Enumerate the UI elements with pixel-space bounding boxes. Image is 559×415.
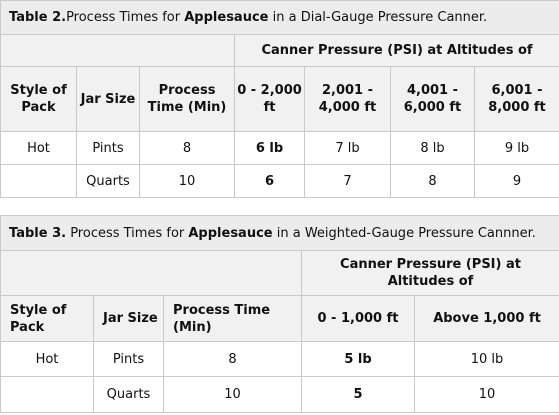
table-cell (0, 164, 77, 198)
table-cell: 8 (139, 131, 235, 165)
table-cell: 7 (304, 164, 391, 198)
table-2-caption-subject: Applesauce (184, 10, 269, 25)
table-cell: Quarts (76, 164, 140, 198)
table-2-col-alt-3: 4,001 - 6,000 ft (390, 66, 475, 132)
table-row: Hot Pints 8 5 lb 10 lb (0, 341, 559, 377)
table-3-header-spacer (0, 250, 302, 296)
table-2-col-alt-2: 2,001 - 4,000 ft (304, 66, 391, 132)
table-2-header-spacer (0, 34, 235, 67)
table-cell: Pints (93, 341, 164, 377)
table-cell: 9 lb (473, 131, 559, 165)
table-cell: 7 lb (304, 131, 391, 165)
table-3-caption: Table 3. Process Times for Applesauce in… (0, 215, 559, 251)
table-2-col-style: Style of Pack (0, 66, 77, 132)
table-2-col-jar: Jar Size (76, 66, 140, 132)
table-3: Table 3. Process Times for Applesauce in… (0, 215, 559, 413)
table-row: Quarts 10 5 10 (0, 376, 559, 413)
table-2-col-alt-1: 0 - 2,000 ft (234, 66, 305, 132)
table-2-group-header: Canner Pressure (PSI) at Altitudes of (233, 34, 559, 67)
table-3-col-style: Style of Pack (0, 295, 94, 342)
table-cell: 10 lb (413, 341, 559, 377)
table-cell: Hot (0, 131, 77, 165)
table-cell: 8 lb (390, 131, 475, 165)
table-cell: 6 lb (234, 131, 305, 165)
table-cell: 8 (163, 341, 302, 377)
table-cell: 5 lb (301, 341, 415, 377)
table-2-caption-number: Table 2. (9, 10, 67, 25)
table-2-col-alt-4: 6,001 - 8,000 ft (473, 66, 559, 132)
table-3-col-alt-2: Above 1,000 ft (413, 295, 559, 342)
table-row: Quarts 10 6 7 8 9 (0, 164, 559, 198)
table-cell: 10 (163, 376, 302, 413)
table-3-group-header-text: Canner Pressure (PSI) at Altitudes of (340, 257, 521, 289)
table-cell: Quarts (93, 376, 164, 413)
table-3-col-alt-1: 0 - 1,000 ft (301, 295, 415, 342)
table-2-caption-rest: in a Dial-Gauge Pressure Canner. (268, 10, 488, 25)
table-3-col-jar: Jar Size (93, 295, 164, 342)
table-3-col-time: Process Time (Min) (163, 295, 302, 342)
table-2: Table 2.Process Times for Applesauce in … (0, 0, 559, 198)
table-row: Hot Pints 8 6 lb 7 lb 8 lb 9 lb (0, 131, 559, 165)
table-3-caption-rest: in a Weighted-Gauge Pressure Cannner. (272, 225, 536, 241)
table-2-caption-text: Process Times for (66, 10, 185, 25)
table-3-caption-subject: Applesauce (188, 225, 273, 241)
table-3-caption-text: Process Times for (66, 225, 189, 241)
table-3-group-header: Canner Pressure (PSI) at Altitudes of (300, 250, 559, 296)
table-cell (0, 376, 94, 413)
table-3-caption-number: Table 3. (9, 225, 67, 241)
table-cell: Pints (76, 131, 140, 165)
table-cell: Hot (0, 341, 94, 377)
table-cell: 10 (413, 376, 559, 413)
table-2-col-time: Process Time (Min) (139, 66, 235, 132)
table-cell: 9 (473, 164, 559, 198)
table-cell: 5 (301, 376, 415, 413)
table-cell: 10 (139, 164, 235, 198)
table-2-caption: Table 2.Process Times for Applesauce in … (0, 0, 559, 35)
table-cell: 8 (390, 164, 475, 198)
table-cell: 6 (234, 164, 305, 198)
